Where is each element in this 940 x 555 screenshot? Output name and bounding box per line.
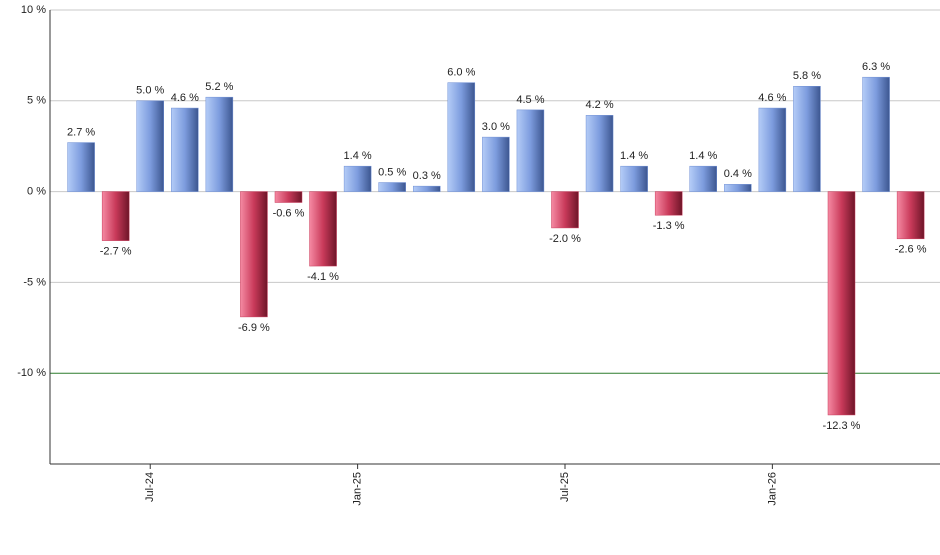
bar <box>171 107 199 192</box>
value-label: -4.1 % <box>307 271 339 283</box>
bar <box>343 165 372 192</box>
x-tick-label: Jan-25 <box>352 472 364 506</box>
value-label: 4.6 % <box>171 92 199 104</box>
value-label: -6.9 % <box>238 322 270 334</box>
value-label: 0.5 % <box>378 166 406 178</box>
value-label: 3.0 % <box>482 121 510 133</box>
value-label: -2.0 % <box>549 233 581 245</box>
y-tick-label: -10 % <box>17 367 46 379</box>
bar <box>447 82 476 192</box>
value-label: -0.6 % <box>273 207 305 219</box>
bar <box>205 96 234 192</box>
bar <box>827 191 856 416</box>
bar <box>67 142 95 192</box>
value-label: 5.8 % <box>793 70 821 82</box>
bar <box>793 86 821 192</box>
bar <box>136 100 164 192</box>
bar <box>758 107 787 192</box>
bar <box>551 191 579 229</box>
x-tick-label: Jul-25 <box>559 472 571 502</box>
bar <box>412 185 441 192</box>
bar <box>896 191 925 240</box>
bar <box>516 109 545 192</box>
value-label: 6.0 % <box>447 67 475 79</box>
bar <box>274 191 303 203</box>
value-label: -2.6 % <box>895 244 927 256</box>
y-tick-label: 10 % <box>21 4 46 16</box>
bar <box>240 191 268 318</box>
value-label: 0.4 % <box>724 168 752 180</box>
bar <box>862 76 890 192</box>
bar <box>378 182 406 192</box>
value-label: 1.4 % <box>620 150 648 162</box>
bar <box>482 136 510 192</box>
bar <box>724 184 752 192</box>
value-label: 1.4 % <box>344 150 372 162</box>
value-label: -12.3 % <box>823 420 861 432</box>
bar <box>101 191 130 241</box>
bar <box>689 165 717 192</box>
value-label: -2.7 % <box>100 246 132 258</box>
bar <box>309 191 337 267</box>
bar <box>620 165 648 192</box>
bar <box>585 115 614 192</box>
bar <box>654 191 683 216</box>
y-tick-label: 5 % <box>27 95 46 107</box>
value-label: 4.2 % <box>585 99 613 111</box>
value-label: 5.0 % <box>136 85 164 97</box>
value-label: 1.4 % <box>689 150 717 162</box>
value-label: 2.7 % <box>67 126 95 138</box>
value-label: -1.3 % <box>653 220 685 232</box>
value-label: 4.5 % <box>516 94 544 106</box>
value-label: 0.3 % <box>413 170 441 182</box>
y-tick-label: -5 % <box>23 276 46 288</box>
value-label: 6.3 % <box>862 61 890 73</box>
x-tick-label: Jul-24 <box>144 472 156 502</box>
value-label: 4.6 % <box>758 92 786 104</box>
x-tick-label: Jan-26 <box>766 472 778 506</box>
y-tick-label: 0 % <box>27 186 46 198</box>
value-label: 5.2 % <box>205 81 233 93</box>
